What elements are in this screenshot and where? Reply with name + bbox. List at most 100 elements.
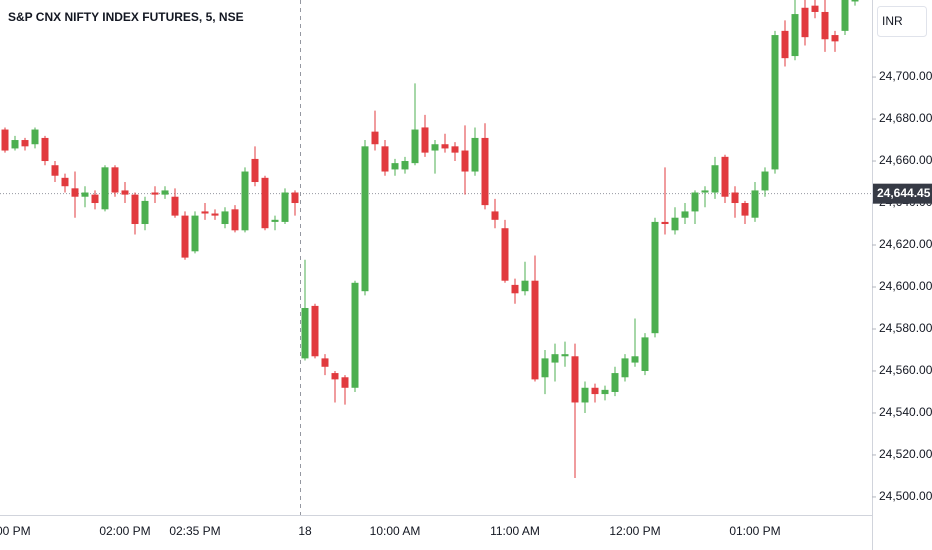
y-tick-label: 24,620.00 (879, 237, 932, 251)
candle-body (531, 280, 539, 380)
candle-body (61, 177, 69, 187)
candle-body (71, 188, 79, 197)
candle-body (641, 337, 649, 371)
y-tick-label: 24,700.00 (879, 69, 932, 83)
candle-body (171, 196, 179, 216)
chart-title: S&P CNX NIFTY INDEX FUTURES, 5, NSE (8, 10, 244, 24)
y-tick-label: 24,540.00 (879, 405, 932, 419)
candle-body (551, 354, 559, 363)
candle-body (801, 7, 809, 38)
candle-body (251, 158, 259, 183)
candle-body (151, 192, 159, 195)
candle-body (631, 356, 639, 363)
candle-body (361, 146, 369, 292)
candle-body (621, 358, 629, 378)
candle-body (711, 165, 719, 193)
candle-body (451, 146, 459, 153)
y-tick-label: 24,520.00 (879, 447, 932, 461)
candle-body (221, 211, 229, 225)
candle-body (661, 221, 669, 225)
candle-body (31, 129, 39, 145)
candle-body (461, 150, 469, 172)
candle-body (811, 5, 819, 12)
y-tick-label: 24,560.00 (879, 363, 932, 377)
candle-body (721, 156, 729, 197)
x-tick-label: 12:00 PM (609, 524, 660, 538)
candle-body (161, 190, 169, 195)
candle-body (181, 215, 189, 258)
candle-body (281, 192, 289, 222)
candle-body (291, 192, 299, 204)
candle-body (211, 213, 219, 216)
candle-body (261, 177, 269, 229)
candle-body (231, 209, 239, 231)
candle-body (831, 35, 839, 42)
candle-body (751, 190, 759, 218)
candle-body (541, 358, 549, 378)
candle-body (511, 284, 519, 294)
candle-body (331, 373, 339, 380)
candle-body (611, 373, 619, 392)
candle-body (91, 194, 99, 204)
candle-body (771, 35, 779, 170)
candle-body (571, 356, 579, 403)
candle-body (741, 203, 749, 216)
candle-body (731, 192, 739, 204)
candle-body (191, 215, 199, 252)
candle-body (491, 211, 499, 220)
candle-body (311, 305, 319, 357)
candle-body (681, 211, 689, 218)
candle-body (441, 144, 449, 149)
candle-body (471, 137, 479, 172)
candle-body (41, 137, 49, 162)
candle-body (651, 221, 659, 334)
candle-body (701, 190, 709, 193)
y-tick-label: 24,500.00 (879, 489, 932, 503)
last-price-badge (873, 183, 932, 204)
candle-body (1, 129, 9, 151)
x-tick-label: 18 (298, 524, 312, 538)
candle-body (691, 192, 699, 212)
y-tick-label: 24,680.00 (879, 111, 932, 125)
candle-body (241, 171, 249, 231)
x-tick-label: 02:35 PM (169, 524, 220, 538)
candle-body (841, 0, 849, 31)
candle-body (301, 307, 309, 359)
candle-body (351, 282, 359, 388)
candle-body (21, 140, 29, 147)
candle-body (321, 358, 329, 367)
currency-label[interactable]: INR (882, 14, 903, 28)
x-tick-label: 01:00 PM (0, 524, 31, 538)
candle-body (781, 30, 789, 59)
candle-body (51, 165, 59, 176)
x-tick-label: 02:00 PM (99, 524, 150, 538)
candle-body (501, 228, 509, 281)
candle-body (141, 200, 149, 225)
candle-body (121, 190, 129, 195)
candle-body (381, 146, 389, 172)
candle-body (201, 211, 209, 214)
y-tick-label: 24,600.00 (879, 279, 932, 293)
x-tick-label: 10:00 AM (370, 524, 421, 538)
x-tick-label: 11:00 AM (490, 524, 540, 538)
candle-body (271, 219, 279, 222)
candle-body (341, 377, 349, 388)
candle-body (581, 387, 589, 403)
candle-body (521, 280, 529, 292)
candle-body (371, 131, 379, 145)
currency-button[interactable] (877, 6, 927, 37)
candle-body (421, 127, 429, 153)
y-tick-label: 24,660.00 (879, 153, 932, 167)
candle-body (391, 163, 399, 170)
candle-body (761, 171, 769, 191)
candle-body (101, 167, 109, 210)
candle-body (401, 161, 409, 170)
plot-area (0, 0, 872, 515)
candle-body (791, 14, 799, 57)
candle-body (601, 389, 609, 395)
candle-body (131, 194, 139, 225)
candle-body (561, 354, 569, 357)
last-price-label: 24,644.45 (877, 186, 931, 200)
candle-body (11, 140, 19, 149)
